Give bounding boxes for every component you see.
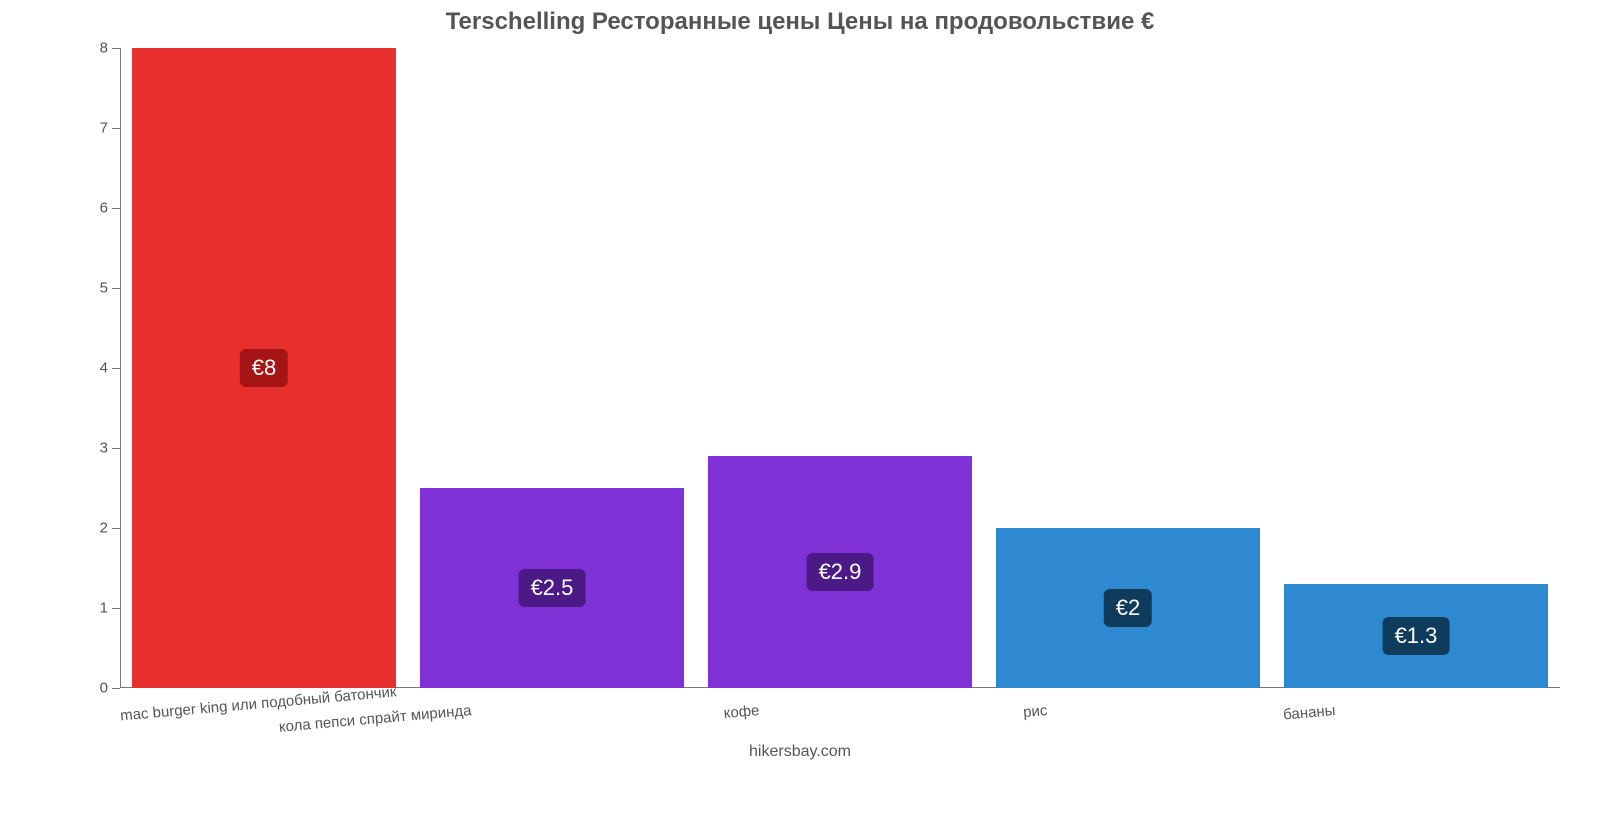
bar: €2 <box>996 528 1261 688</box>
bar-chart: Terschelling Ресторанные цены Цены на пр… <box>0 0 1600 800</box>
bar: €1.3 <box>1284 584 1549 688</box>
bar: €8 <box>132 48 397 688</box>
plot-area: €8€2.5€2.9€2€1.3 012345678 <box>120 48 1560 688</box>
bar-value-badge: €8 <box>240 349 288 387</box>
bar-value-badge: €1.3 <box>1383 617 1450 655</box>
bar-value-badge: €2.9 <box>807 553 874 591</box>
y-tick-mark <box>112 448 120 449</box>
y-tick-label: 3 <box>100 440 108 457</box>
y-tick-label: 1 <box>100 600 108 617</box>
bar-value-badge: €2 <box>1104 589 1152 627</box>
y-tick-mark <box>112 48 120 49</box>
chart-title: Terschelling Ресторанные цены Цены на пр… <box>0 8 1600 36</box>
y-tick-label: 5 <box>100 280 108 297</box>
credit-text: hikersbay.com <box>0 743 1600 761</box>
y-tick-label: 0 <box>100 680 108 697</box>
y-tick-mark <box>112 608 120 609</box>
bar: €2.9 <box>708 456 973 688</box>
y-tick-label: 6 <box>100 200 108 217</box>
y-tick-mark <box>112 688 120 689</box>
bar-value-badge: €2.5 <box>519 569 586 607</box>
y-tick-mark <box>112 528 120 529</box>
y-tick-label: 2 <box>100 520 108 537</box>
y-tick-mark <box>112 128 120 129</box>
bar: €2.5 <box>420 488 685 688</box>
y-tick-label: 8 <box>100 40 108 57</box>
y-tick-label: 7 <box>100 120 108 137</box>
y-tick-label: 4 <box>100 360 108 377</box>
y-tick-mark <box>112 368 120 369</box>
x-tick-label: mac burger king или подобный батончик <box>120 702 185 724</box>
bars-container: €8 €2.5 €2.9 €2 €1.3 <box>120 48 1560 688</box>
y-tick-mark <box>112 208 120 209</box>
y-tick-mark <box>112 288 120 289</box>
